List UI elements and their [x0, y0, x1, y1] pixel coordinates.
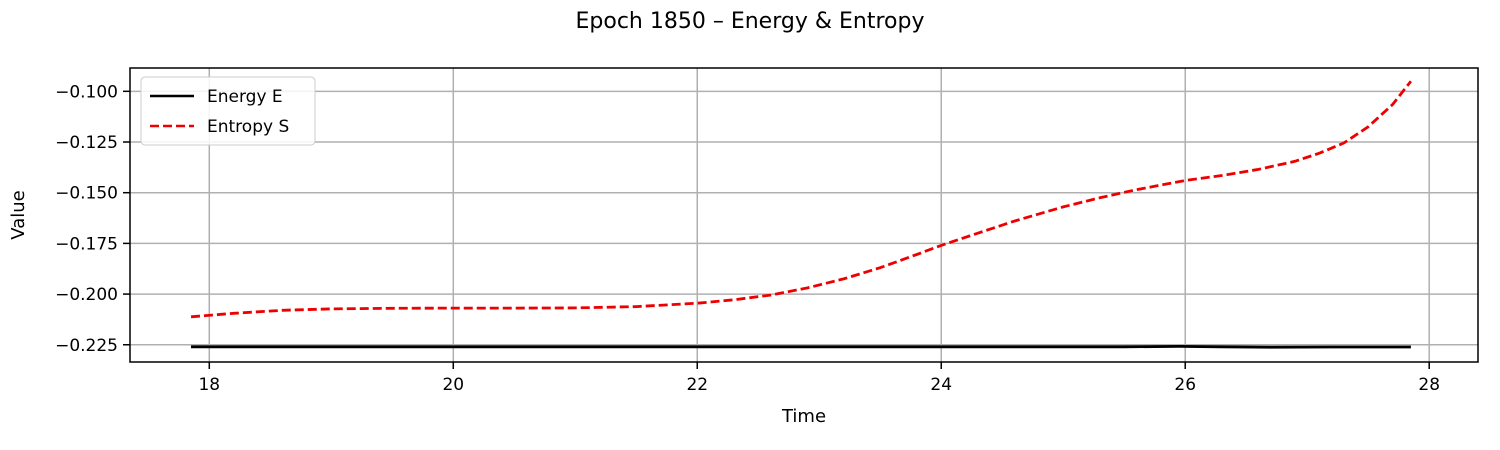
x-tick-label: 24	[930, 375, 952, 395]
y-tick-label: −0.100	[55, 82, 118, 102]
y-tick-label: −0.200	[55, 285, 118, 305]
y-tick-label: −0.150	[55, 184, 118, 204]
x-axis-label: Time	[781, 406, 826, 427]
legend: Energy E Entropy S	[140, 76, 316, 146]
legend-box	[140, 76, 316, 146]
grid	[130, 68, 1478, 362]
plot-area-frame	[129, 67, 1479, 363]
x-tick-label: 28	[1418, 375, 1440, 395]
x-tick-label: 22	[686, 375, 708, 395]
series-line-energy	[191, 344, 1411, 349]
y-tick-label: −0.225	[55, 336, 118, 356]
series-layer	[190, 80, 1413, 349]
x-tick-label: 18	[198, 375, 220, 395]
y-tick-label: −0.175	[55, 234, 118, 254]
y-tick-label: −0.125	[55, 133, 118, 153]
x-tick-label: 20	[442, 375, 464, 395]
chart-title: Epoch 1850 – Energy & Entropy	[576, 9, 925, 34]
series-line-entropy	[190, 80, 1413, 319]
legend-label-energy: Energy E	[207, 87, 283, 107]
y-axis-label: Value	[8, 190, 29, 239]
legend-label-entropy: Entropy S	[207, 117, 289, 137]
ticks: 18 20 22 24 26 28 −0.225 −0.200 −0.175 −0.150 −0.1…	[55, 82, 1440, 395]
x-tick-label: 26	[1174, 375, 1196, 395]
